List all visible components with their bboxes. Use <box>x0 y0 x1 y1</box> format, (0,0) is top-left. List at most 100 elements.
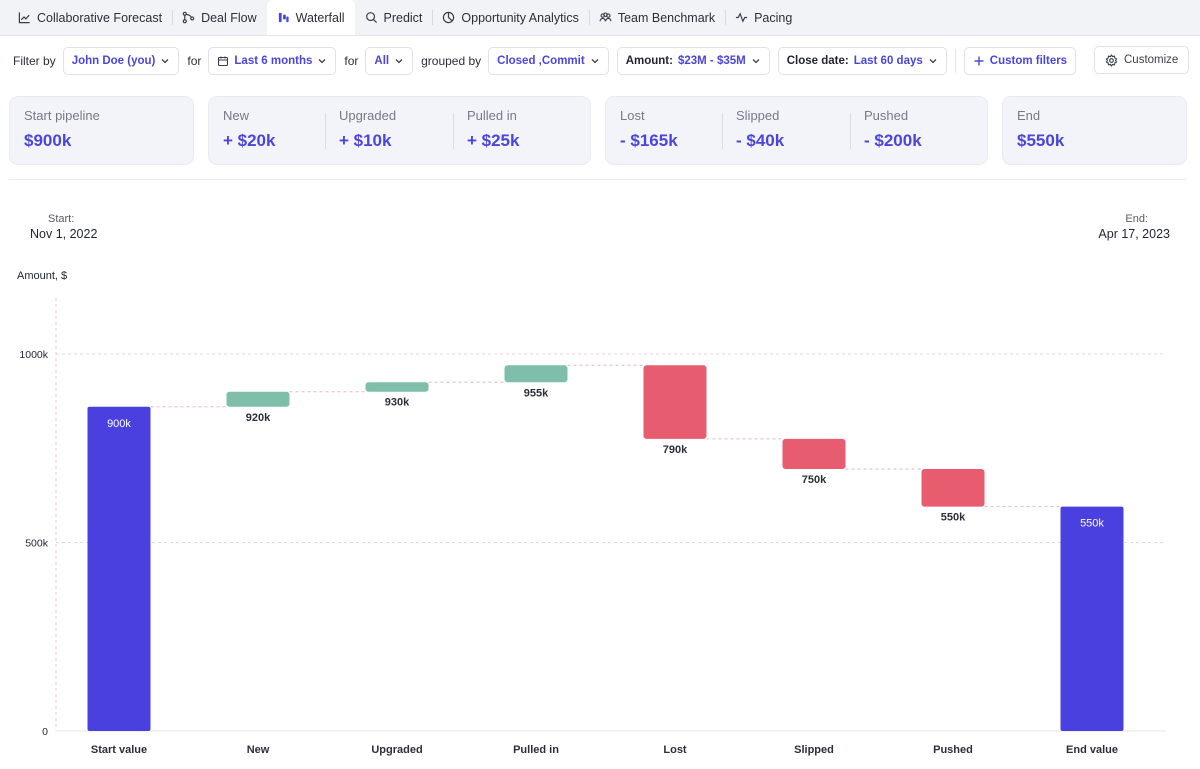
tab-predict[interactable]: Predict <box>355 0 433 35</box>
summary-label: Pulled in <box>467 108 517 123</box>
customize-button[interactable]: Customize <box>1094 46 1190 74</box>
end-card: End $550k <box>1002 96 1187 165</box>
summary-cell-slipped: Slipped - $40k <box>722 97 850 164</box>
waterfall-bar <box>643 365 707 439</box>
x-category-label: Pushed <box>933 744 973 756</box>
tab-collaborative-forecast[interactable]: Collaborative Forecast <box>8 0 172 35</box>
tab-label: Waterfall <box>295 10 345 25</box>
filter-bar: Filter by John Doe (you) for Last 6 mont… <box>0 46 1200 76</box>
divider <box>954 49 956 73</box>
customize-label: Customize <box>1124 54 1179 66</box>
summary-value: + $20k <box>223 131 276 150</box>
summary-value: - $165k <box>620 131 678 150</box>
grouping-value: Closed ,Commit <box>497 55 585 67</box>
divider <box>9 179 1187 180</box>
summary-cell-pushed: Pushed - $200k <box>850 97 987 164</box>
summary-label: New <box>223 108 250 123</box>
summary-label: End <box>1017 108 1041 123</box>
tab-label: Deal Flow <box>201 10 257 25</box>
waterfall-bar <box>226 391 290 407</box>
amount-label: Amount: <box>625 55 673 67</box>
close-date-label: Close date: <box>786 55 849 67</box>
scope-value: All <box>374 55 390 67</box>
for-label: for <box>187 54 202 68</box>
y-tick-label: 0 <box>42 726 48 738</box>
losses-card: Lost - $165k Slipped - $40k Pushed - $20… <box>605 96 988 165</box>
summary-cell-end: End $550k <box>1003 97 1186 164</box>
tab-label: Pacing <box>754 10 793 25</box>
waterfall-bar <box>921 468 985 507</box>
chevron-down-icon <box>395 59 403 64</box>
period-dropdown[interactable]: Last 6 months <box>208 47 337 75</box>
data-label: 550k <box>1080 518 1104 530</box>
gear-icon <box>1105 53 1118 67</box>
waterfall-bar <box>504 365 568 383</box>
summary-label: Slipped <box>736 108 780 123</box>
summary-cell-new: New + $20k <box>209 97 325 164</box>
x-category-label: Upgraded <box>371 744 422 756</box>
data-label: 955k <box>524 387 549 399</box>
start-pipeline-card: Start pipeline $900k <box>9 96 194 165</box>
waterfall-bar <box>782 438 846 469</box>
x-category-label: Start value <box>91 744 147 756</box>
chevron-down-icon <box>752 59 760 64</box>
y-axis-title: Amount, $ <box>17 270 68 282</box>
x-category-label: End value <box>1066 744 1118 756</box>
search-icon <box>365 12 377 24</box>
tab-waterfall[interactable]: Waterfall <box>266 0 355 35</box>
waterfall-bar <box>1060 506 1124 731</box>
summary-cell-pulled-in: Pulled in + $25k <box>453 97 590 164</box>
period-value: Last 6 months <box>234 55 313 67</box>
scope-dropdown[interactable]: All <box>365 47 414 75</box>
gains-card: New + $20k Upgraded + $10k Pulled in + $… <box>208 96 591 165</box>
data-label: 930k <box>385 397 410 409</box>
calendar-icon <box>218 56 229 67</box>
chevron-down-icon <box>591 59 599 64</box>
tab-opportunity-analytics[interactable]: Opportunity Analytics <box>432 0 588 35</box>
summary-value: + $25k <box>467 131 520 150</box>
summary-cell-upgraded: Upgraded + $10k <box>325 97 453 164</box>
data-label: 920k <box>246 412 271 424</box>
tab-label: Predict <box>383 10 423 25</box>
summary-cell-start: Start pipeline $900k <box>10 97 193 164</box>
start-date-value: Nov 1, 2022 <box>30 227 98 241</box>
amount-dropdown[interactable]: Amount: $23M - $35M <box>616 47 770 75</box>
summary-label: Upgraded <box>339 108 397 123</box>
waterfall-bar <box>365 382 429 392</box>
summary-value: - $200k <box>864 131 922 150</box>
owner-dropdown[interactable]: John Doe (you) <box>62 47 180 75</box>
summary-label: Pushed <box>864 108 909 123</box>
grouping-dropdown[interactable]: Closed ,Commit <box>488 47 609 75</box>
tab-bar: Collaborative Forecast Deal Flow Waterfa… <box>0 0 1200 36</box>
summary-value: + $10k <box>339 131 392 150</box>
team-icon <box>599 12 612 22</box>
pie-chart-icon <box>443 11 455 24</box>
summary-value: $550k <box>1017 131 1065 150</box>
end-date-value: Apr 17, 2023 <box>1098 227 1170 241</box>
chevron-down-icon <box>929 59 937 64</box>
tab-label: Collaborative Forecast <box>37 10 163 25</box>
pulse-icon <box>736 12 748 23</box>
data-label: 900k <box>107 418 131 430</box>
close-date-dropdown[interactable]: Close date: Last 60 days <box>777 47 947 75</box>
custom-filters-button[interactable]: Custom filters <box>963 47 1077 75</box>
owner-value: John Doe (you) <box>71 55 156 67</box>
waterfall-icon <box>278 12 289 23</box>
x-category-label: Lost <box>663 744 687 756</box>
plus-icon <box>974 56 984 66</box>
x-category-label: Slipped <box>794 744 834 756</box>
tab-label: Team Benchmark <box>617 10 716 25</box>
tab-pacing[interactable]: Pacing <box>725 0 802 35</box>
waterfall-chart: 0 500k 1000k 900k Start value 920k New 930k Upgr… <box>19 298 1166 756</box>
tab-team-benchmark[interactable]: Team Benchmark <box>588 0 725 35</box>
x-category-label: Pulled in <box>513 744 559 756</box>
data-label: 790k <box>663 444 688 456</box>
waterfall-bar <box>87 406 151 731</box>
y-tick-label: 500k <box>25 538 49 550</box>
start-date-label: Start: <box>48 213 75 225</box>
deal-flow-icon <box>182 11 195 24</box>
x-category-label: New <box>247 744 270 756</box>
tab-deal-flow[interactable]: Deal Flow <box>172 0 267 35</box>
end-date-label: End: <box>1125 213 1148 225</box>
chevron-down-icon <box>161 59 169 64</box>
